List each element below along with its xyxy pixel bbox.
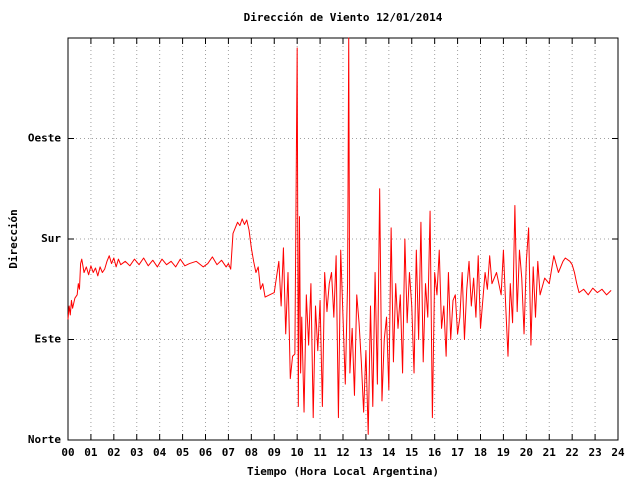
- x-tick-label: 20: [520, 446, 533, 459]
- chart-title: Dirección de Viento 12/01/2014: [244, 11, 443, 24]
- x-tick-label: 11: [313, 446, 327, 459]
- x-tick-label: 21: [543, 446, 557, 459]
- x-tick-label: 01: [84, 446, 98, 459]
- y-tick-label: Oeste: [28, 132, 61, 145]
- x-tick-label: 03: [130, 446, 143, 459]
- x-tick-label: 24: [611, 446, 625, 459]
- y-tick-label: Este: [35, 333, 62, 346]
- x-tick-label: 22: [566, 446, 579, 459]
- x-tick-label: 09: [268, 446, 281, 459]
- x-tick-label: 15: [405, 446, 418, 459]
- x-tick-label: 08: [245, 446, 258, 459]
- x-tick-label: 04: [153, 446, 167, 459]
- x-tick-label: 00: [61, 446, 74, 459]
- data-line: [67, 37, 612, 435]
- x-tick-label: 23: [588, 446, 601, 459]
- x-tick-label: 17: [451, 446, 464, 459]
- x-tick-label: 13: [359, 446, 372, 459]
- y-axis-label: Dirección: [7, 209, 20, 269]
- x-tick-label: 18: [474, 446, 487, 459]
- x-tick-label: 10: [291, 446, 304, 459]
- x-tick-label: 19: [497, 446, 510, 459]
- x-tick-label: 16: [428, 446, 442, 459]
- x-tick-label: 02: [107, 446, 120, 459]
- x-tick-label: 06: [199, 446, 213, 459]
- y-tick-label: Sur: [41, 232, 61, 245]
- plot-frame: [67, 37, 619, 441]
- x-tick-label: 05: [176, 446, 189, 459]
- x-tick-label: 07: [222, 446, 235, 459]
- x-tick-label: 14: [382, 446, 396, 459]
- x-axis-label: Tiempo (Hora Local Argentina): [247, 465, 439, 478]
- y-tick-label: Norte: [28, 433, 61, 446]
- x-tick-label: 12: [336, 446, 349, 459]
